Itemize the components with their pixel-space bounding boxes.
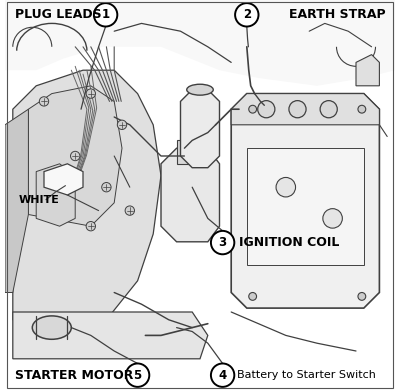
Circle shape	[70, 151, 80, 161]
Text: EARTH STRAP: EARTH STRAP	[289, 8, 385, 21]
Polygon shape	[5, 0, 395, 86]
Circle shape	[235, 3, 258, 27]
Circle shape	[276, 177, 296, 197]
Ellipse shape	[187, 84, 213, 95]
Circle shape	[39, 97, 49, 106]
Circle shape	[211, 363, 234, 387]
Circle shape	[258, 101, 275, 118]
Circle shape	[117, 120, 127, 129]
Text: 1: 1	[102, 8, 110, 21]
Polygon shape	[231, 94, 379, 308]
Text: 5: 5	[134, 369, 142, 382]
Polygon shape	[180, 90, 220, 168]
Text: PLUG LEADS: PLUG LEADS	[15, 8, 101, 21]
Text: Battery to Starter Switch: Battery to Starter Switch	[237, 370, 376, 380]
Polygon shape	[28, 86, 122, 226]
Circle shape	[102, 183, 111, 192]
Polygon shape	[161, 148, 220, 242]
Text: 2: 2	[243, 8, 251, 21]
Circle shape	[125, 206, 134, 215]
Circle shape	[249, 105, 256, 113]
Circle shape	[320, 101, 337, 118]
Circle shape	[289, 101, 306, 118]
Circle shape	[358, 105, 366, 113]
Text: WHITE: WHITE	[19, 195, 60, 205]
Text: STARTER MOTOR: STARTER MOTOR	[15, 369, 133, 382]
Text: 4: 4	[218, 369, 227, 382]
Text: IGNITION COIL: IGNITION COIL	[239, 236, 339, 249]
Polygon shape	[44, 164, 83, 195]
Polygon shape	[13, 312, 208, 359]
Polygon shape	[13, 70, 161, 320]
Circle shape	[126, 363, 149, 387]
Polygon shape	[177, 140, 208, 164]
Polygon shape	[5, 109, 28, 292]
Polygon shape	[231, 94, 379, 125]
Circle shape	[86, 89, 96, 98]
Circle shape	[323, 209, 342, 228]
Polygon shape	[247, 148, 364, 265]
Polygon shape	[36, 164, 75, 226]
Circle shape	[94, 3, 117, 27]
Circle shape	[358, 292, 366, 300]
Circle shape	[249, 292, 256, 300]
Circle shape	[86, 222, 96, 231]
Ellipse shape	[32, 316, 71, 339]
Polygon shape	[356, 55, 379, 86]
Text: 3: 3	[218, 236, 227, 249]
Circle shape	[211, 231, 234, 254]
